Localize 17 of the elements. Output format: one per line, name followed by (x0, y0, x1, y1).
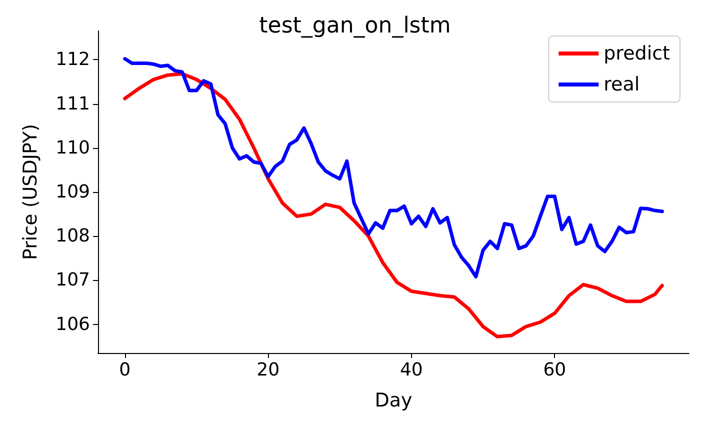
chart-title: test_gan_on_lstm (259, 14, 451, 38)
y-tick-label: 110 (56, 137, 90, 158)
x-tick-label: 60 (543, 360, 566, 380)
x-tick-label: 0 (119, 360, 131, 380)
y-tick-label: 107 (56, 270, 90, 291)
x-axis-title: Day (374, 390, 412, 412)
y-tick-label: 106 (56, 314, 90, 335)
y-tick-label: 111 (56, 93, 90, 114)
legend-label: real (604, 74, 640, 96)
x-tick-label: 20 (256, 360, 280, 380)
y-tick-label: 109 (56, 182, 90, 202)
x-tick-label: 40 (400, 360, 423, 380)
line-series (123, 72, 664, 338)
y-tick-label: 108 (56, 226, 90, 247)
legend-label: predict (604, 42, 670, 64)
y-tick-label: 112 (56, 49, 90, 70)
y-axis-title: Price (USDJPY) (20, 124, 42, 260)
